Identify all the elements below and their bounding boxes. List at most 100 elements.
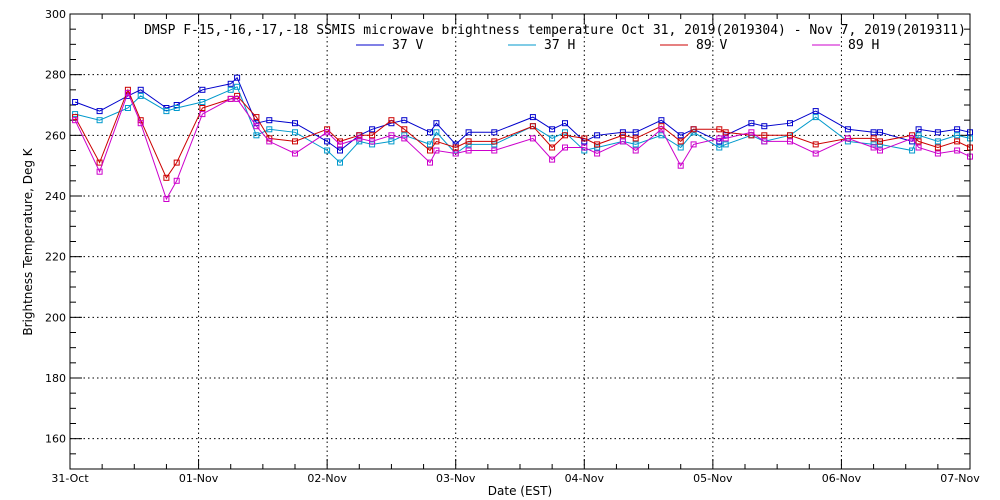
data-point-37-v (369, 126, 376, 133)
data-point-89-v (427, 147, 433, 154)
data-point-89-h (954, 147, 961, 154)
data-point-37-v (491, 129, 498, 136)
data-point-37-h (870, 141, 877, 148)
data-point-37-v (915, 126, 922, 133)
data-point-89-h (337, 141, 343, 148)
data-point-89-h (124, 89, 131, 96)
data-point-37-v (594, 132, 601, 139)
data-point-89-h (491, 147, 498, 154)
data-point-37-h (137, 92, 144, 99)
data-point-37-h (934, 138, 941, 145)
data-point-37-v (761, 123, 768, 130)
data-point-37-h (594, 144, 601, 151)
data-point-89-h (324, 129, 331, 136)
y-tick-label: 260 (45, 129, 66, 142)
data-point-89-v (581, 135, 588, 142)
data-point-37-v (72, 99, 79, 105)
data-point-37-h (292, 129, 298, 136)
data-point-37-h (401, 132, 408, 139)
data-point-37-v (529, 114, 536, 121)
data-point-37-h (915, 132, 922, 139)
data-point-89-h (173, 177, 180, 184)
series-layer (72, 74, 973, 202)
data-point-37-v (549, 126, 556, 133)
data-point-89-h (427, 159, 433, 166)
data-point-89-h (529, 135, 536, 142)
data-point-89-h (266, 138, 273, 145)
data-point-89-v (761, 132, 768, 139)
data-point-37-v (137, 86, 144, 93)
data-point-37-h (173, 105, 180, 111)
data-point-89-h (96, 168, 103, 175)
data-point-37-v (465, 129, 472, 136)
y-tick-label: 200 (45, 311, 66, 324)
data-point-89-h (452, 150, 459, 157)
data-point-89-h (356, 135, 363, 142)
data-point-89-h (199, 111, 206, 118)
y-tick-label: 300 (45, 8, 66, 21)
data-point-37-v (934, 129, 941, 136)
x-tick-label: 03-Nov (436, 472, 476, 485)
data-point-37-h (324, 147, 331, 154)
data-point-89-h (844, 135, 851, 142)
data-point-89-v (465, 138, 472, 145)
data-point-89-h (761, 138, 768, 145)
data-point-89-v (562, 132, 568, 139)
data-point-37-h (388, 138, 395, 145)
data-point-37-v (234, 74, 241, 81)
data-point-89-h (716, 135, 723, 142)
data-point-37-h (954, 132, 961, 139)
x-tick-label: 05-Nov (693, 472, 733, 485)
x-tick-label: 31-Oct (51, 472, 89, 485)
series-line-37-h (74, 86, 971, 164)
data-point-89-h (227, 95, 234, 102)
data-point-89-h (748, 129, 755, 136)
data-point-89-v (954, 138, 961, 145)
chart-title: DMSP F-15,-16,-17,-18 SSMIS microwave br… (144, 23, 966, 38)
data-point-89-v (716, 126, 723, 133)
data-point-37-v (292, 120, 298, 127)
data-point-37-h (549, 135, 556, 142)
data-point-89-h (870, 144, 877, 151)
data-point-89-h (787, 138, 793, 145)
data-point-37-v (266, 117, 273, 124)
data-point-37-v (227, 80, 234, 87)
data-point-89-v (253, 114, 260, 121)
data-point-89-h (137, 120, 144, 127)
data-point-89-v (915, 138, 922, 145)
data-point-37-h (124, 105, 131, 111)
data-point-37-h (96, 117, 103, 124)
data-point-89-h (465, 147, 472, 154)
data-point-89-h (812, 150, 819, 157)
y-tick-label: 160 (45, 433, 66, 446)
data-point-89-v (787, 132, 793, 139)
data-point-89-h (433, 147, 440, 154)
x-tick-label: 07-Nov (940, 472, 980, 485)
data-point-37-v (677, 132, 684, 139)
data-point-37-v (324, 138, 331, 145)
data-point-37-v (562, 120, 568, 127)
x-tick-label: 06-Nov (822, 472, 862, 485)
y-tick-label: 240 (45, 190, 66, 203)
data-point-37-v (844, 126, 851, 133)
data-point-37-h (909, 147, 916, 154)
data-point-37-v (748, 120, 755, 127)
data-point-89-v (594, 141, 601, 148)
x-axis-title: Date (EST) (488, 484, 552, 498)
data-point-37-v (870, 129, 877, 136)
data-point-89-v (356, 132, 363, 139)
ticks-layer: 160 180 200 220 240 260 280 300 31-Oct 01-Nov 02-N… (45, 8, 980, 485)
data-point-89-h (632, 147, 639, 154)
y-tick-label: 280 (45, 69, 66, 82)
x-tick-label: 04-Nov (565, 472, 605, 485)
plot-area (69, 13, 971, 470)
data-point-37-v (632, 129, 639, 136)
data-point-89-v (96, 159, 103, 166)
data-point-89-h (549, 156, 556, 163)
data-point-37-h (716, 144, 723, 151)
data-point-37-h (234, 83, 241, 90)
data-point-37-v (658, 117, 665, 124)
data-point-37-h (163, 108, 170, 115)
data-point-89-v (491, 138, 498, 145)
